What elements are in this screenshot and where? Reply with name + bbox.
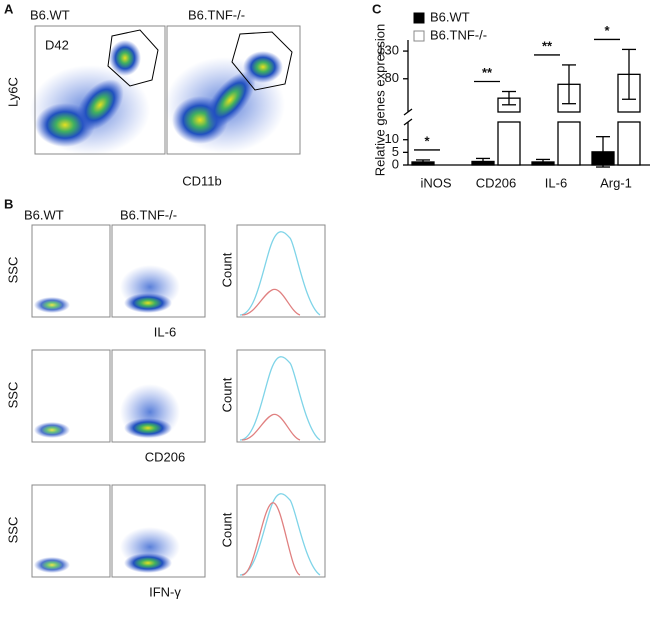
y-tick-label: 0	[392, 156, 399, 171]
legend-swatch	[413, 30, 425, 42]
density	[124, 553, 172, 573]
x-tick-label: IL-6	[545, 175, 567, 190]
legend-label: B6.WT	[430, 9, 470, 24]
histogram	[241, 288, 301, 316]
axis-label: SSC	[5, 517, 20, 544]
histogram	[239, 231, 321, 316]
y-tick-label: 10	[385, 131, 399, 146]
density	[34, 422, 70, 438]
panel-letter: C	[372, 1, 382, 16]
axis-label: Count	[219, 377, 234, 412]
legend-swatch	[413, 12, 425, 24]
histogram	[241, 502, 301, 576]
axis-label: IFN-γ	[149, 584, 181, 599]
axis-break	[403, 118, 413, 126]
axis-label: CD11b	[182, 173, 222, 188]
flow-plot	[165, 25, 301, 155]
y-tick-label: 80	[385, 70, 399, 85]
flow-plot	[30, 25, 166, 155]
x-tick-label: CD206	[476, 175, 516, 190]
histogram	[239, 493, 321, 576]
axis-break	[403, 108, 413, 116]
x-tick-label: iNOS	[420, 175, 451, 190]
density	[124, 418, 172, 438]
axis-label: Relative genes expression	[372, 24, 387, 176]
y-tick-label: 5	[392, 144, 399, 159]
annotation: D42	[45, 37, 69, 52]
axis-label: CD206	[145, 449, 185, 464]
x-tick-label: Arg-1	[600, 175, 632, 190]
bar	[497, 121, 521, 166]
axis-label: Ly6C	[5, 77, 20, 107]
histogram	[241, 413, 301, 441]
y-tick-label: 130	[377, 43, 399, 58]
significance: **	[542, 38, 553, 53]
density	[124, 293, 172, 313]
panel-letter: B	[4, 196, 13, 211]
bar	[617, 121, 641, 166]
axis-label: SSC	[5, 257, 20, 284]
plot-title: B6.WT	[30, 7, 70, 22]
panel-letter: A	[4, 1, 14, 16]
density	[34, 557, 70, 573]
plot-title: B6.WT	[24, 207, 64, 222]
histogram	[239, 356, 321, 441]
axis-label: Count	[219, 512, 234, 547]
significance: *	[424, 133, 430, 148]
plot-title: B6.TNF-/-	[120, 207, 177, 222]
axis-label: Count	[219, 252, 234, 287]
bar	[557, 121, 581, 166]
axis-label: SSC	[5, 382, 20, 409]
plot-title: B6.TNF-/-	[188, 7, 245, 22]
significance: **	[482, 65, 493, 80]
legend-label: B6.TNF-/-	[430, 27, 487, 42]
significance: *	[604, 23, 610, 38]
axis-label: IL-6	[154, 324, 176, 339]
density	[34, 297, 70, 313]
